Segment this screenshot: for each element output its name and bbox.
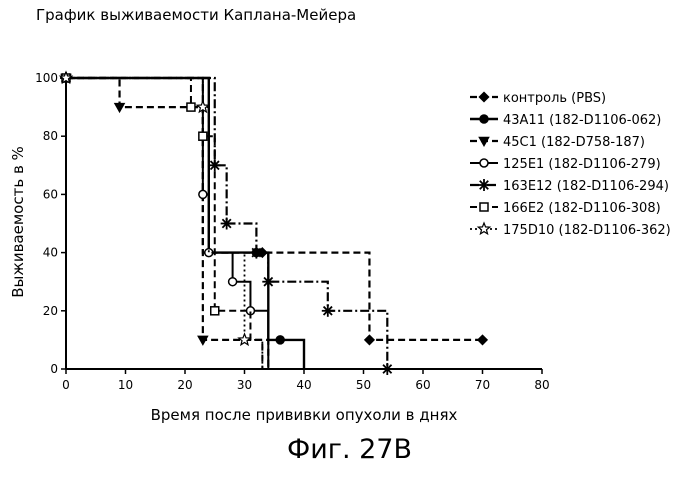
series-line (66, 76, 270, 369)
axes (65, 78, 542, 370)
figure-caption: Фиг. 27В (286, 434, 413, 465)
y-tick-label: 100 (35, 71, 58, 85)
open-star-marker (237, 332, 252, 347)
y-tick-label: 0 (50, 362, 58, 376)
circle-marker (479, 114, 489, 124)
legend-item: 175D10 (182-D1106-362) (470, 221, 671, 238)
triangle-marker (197, 335, 209, 346)
legend-label: 45C1 (182-D758-187) (503, 135, 645, 150)
legend-item: 163E12 (182-D1106-294) (470, 179, 669, 194)
legend-item: 166E2 (182-D1106-308) (470, 201, 661, 216)
asterisk-marker (321, 304, 334, 317)
x-tick-label: 0 (62, 378, 70, 392)
series-6 (58, 70, 264, 369)
legend-label: 175D10 (182-D1106-362) (503, 223, 671, 238)
open-circle-marker (198, 189, 208, 200)
legend: контроль (PBS) 43A11 (182-D1106-062) 45C1 … (470, 91, 671, 238)
series-line (66, 77, 270, 369)
asterisk-marker (220, 217, 233, 230)
open-star-marker (476, 221, 492, 236)
open-square-marker (198, 131, 208, 141)
asterisk-marker (250, 246, 263, 259)
open-star-marker (195, 99, 211, 114)
series-2 (60, 73, 270, 369)
legend-item: контроль (PBS) (470, 91, 606, 106)
diamond-marker (478, 91, 490, 103)
open-square-marker (479, 202, 489, 212)
legend-label: 125E1 (182-D1106-279) (503, 157, 661, 172)
open-star-marker (58, 70, 74, 85)
triangle-marker (478, 136, 490, 148)
y-axis-label: Выживаемость в % (9, 146, 27, 298)
y-tick-label: 40 (43, 246, 58, 260)
open-circle-marker (227, 276, 238, 287)
asterisk-marker (381, 363, 394, 375)
series-line (66, 77, 264, 369)
asterisk-marker (262, 275, 275, 288)
triangle-marker (113, 102, 126, 114)
legend-item: 125E1 (182-D1106-279) (470, 157, 661, 172)
x-tick-label: 50 (356, 378, 371, 392)
x-tick-label: 30 (237, 378, 252, 392)
legend-label: 166E2 (182-D1106-308) (503, 201, 661, 216)
y-tick-label: 60 (43, 187, 58, 201)
series-3 (61, 73, 270, 369)
x-tick-label: 60 (415, 378, 430, 392)
legend-item: 43A11 (182-D1106-062) (470, 113, 661, 128)
open-square-marker (210, 306, 220, 316)
x-tick-label: 40 (296, 378, 311, 392)
legend-label: 163E12 (182-D1106-294) (503, 179, 669, 194)
open-square-marker (186, 102, 196, 112)
legend-label: 43A11 (182-D1106-062) (503, 113, 661, 128)
x-tick-label: 70 (475, 378, 490, 392)
chart-title: График выживаемости Каплана-Мейера (36, 6, 357, 24)
diamond-marker (363, 334, 376, 346)
circle-marker (275, 335, 285, 345)
y-tick-label: 20 (43, 304, 58, 318)
y-axis-label-container: Выживаемость в % (6, 76, 30, 368)
legend-label: контроль (PBS) (503, 91, 606, 106)
series-line (66, 76, 483, 341)
series-0 (60, 72, 489, 346)
x-tick-label: 80 (534, 378, 549, 392)
open-circle-marker (479, 158, 489, 168)
x-tick-label: 10 (118, 378, 133, 392)
series-4 (60, 72, 394, 375)
asterisk-marker (478, 179, 490, 191)
series-5 (61, 73, 264, 369)
x-tick-label: 20 (177, 378, 192, 392)
series-line (66, 77, 264, 369)
y-tick-label: 80 (43, 129, 58, 143)
diamond-marker (476, 334, 489, 346)
x-axis-label: Время после прививки опухоли в днях (150, 406, 458, 424)
legend-item: 45C1 (182-D758-187) (470, 135, 645, 150)
